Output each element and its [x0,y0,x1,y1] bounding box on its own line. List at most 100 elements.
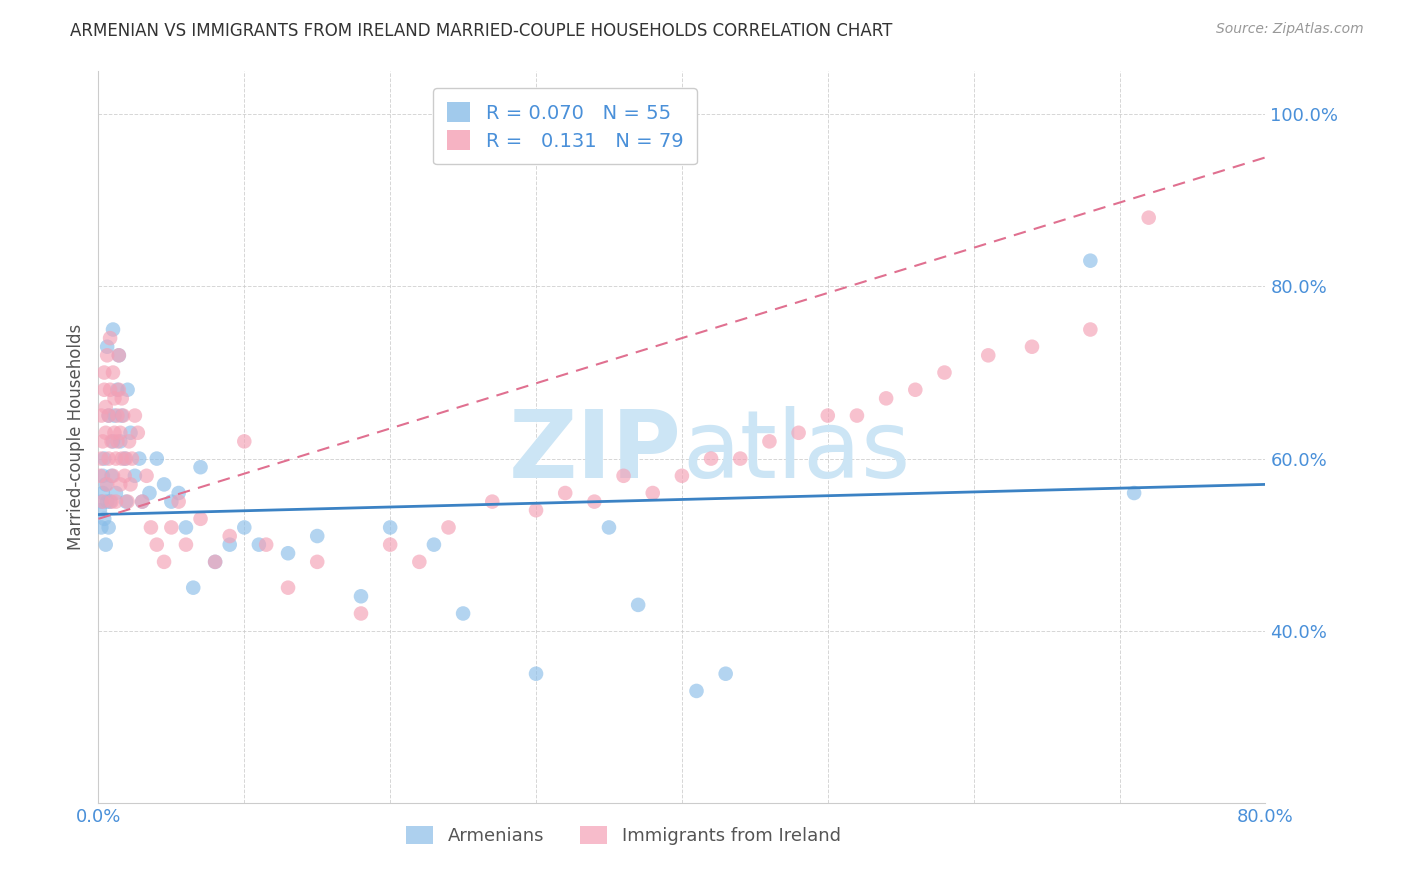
Point [90,451,112,466]
Point [103,392,125,406]
Point [96,348,118,362]
Point [121,451,143,466]
Point [97,409,120,423]
Point [91,486,114,500]
Point [247,538,270,552]
Point [1080,253,1102,268]
Point [124,468,146,483]
Point [97,520,120,534]
Point [641,486,664,500]
Point [146,451,169,466]
Point [408,555,430,569]
Point [977,348,1000,362]
Point [97,451,120,466]
Point [254,538,277,552]
Point [108,383,131,397]
Point [153,555,176,569]
Point [758,434,780,449]
Point [612,468,634,483]
Point [233,520,256,534]
Point [817,409,839,423]
Point [380,520,402,534]
Point [423,538,446,552]
Point [451,607,474,621]
Point [101,434,124,449]
Point [97,409,120,423]
Point [108,348,131,362]
Point [103,425,125,440]
Point [730,451,752,466]
Point [98,383,121,397]
Point [104,451,127,466]
Text: ARMENIAN VS IMMIGRANTS FROM IRELAND MARRIED-COUPLE HOUSEHOLDS CORRELATION CHART: ARMENIAN VS IMMIGRANTS FROM IRELAND MARR… [70,22,893,40]
Point [98,494,121,508]
Point [350,589,373,603]
Point [1123,486,1146,500]
Point [98,331,121,345]
Point [108,348,131,362]
Point [846,409,869,423]
Point [94,477,117,491]
Point [115,494,138,508]
Point [115,451,138,466]
Point [111,409,134,423]
Point [160,520,183,534]
Point [167,494,190,508]
Point [437,520,460,534]
Point [100,434,122,449]
Point [128,451,150,466]
Point [124,409,146,423]
Point [598,520,620,534]
Point [103,409,125,423]
Point [94,400,117,414]
Legend: Armenians, Immigrants from Ireland: Armenians, Immigrants from Ireland [399,819,848,852]
Point [100,468,122,483]
Point [89,503,111,517]
Point [131,494,153,508]
Point [138,486,160,500]
Point [94,538,117,552]
Point [111,392,134,406]
Point [104,494,127,508]
Point [120,477,142,491]
Point [190,460,212,475]
Point [104,486,127,500]
Point [96,477,118,491]
Point [96,494,118,508]
Point [524,666,547,681]
Point [218,538,240,552]
Point [787,425,810,440]
Point [89,468,111,483]
Point [105,434,128,449]
Point [583,494,606,508]
Point [117,383,139,397]
Point [91,494,114,508]
Point [524,503,547,517]
Point [114,468,136,483]
Text: ZIP: ZIP [509,406,682,498]
Point [1080,322,1102,336]
Point [93,451,115,466]
Point [233,434,256,449]
Point [181,581,204,595]
Point [100,494,122,508]
Point [117,494,139,508]
Point [671,468,693,483]
Point [627,598,650,612]
Point [114,451,136,466]
Point [101,468,124,483]
Point [700,451,723,466]
Point [174,538,197,552]
Point [277,581,299,595]
Point [167,486,190,500]
Point [101,366,124,380]
Point [218,529,240,543]
Point [93,366,115,380]
Point [146,538,169,552]
Point [105,409,128,423]
Point [111,451,134,466]
Point [204,555,226,569]
Point [350,607,373,621]
Point [204,555,226,569]
Point [135,468,157,483]
